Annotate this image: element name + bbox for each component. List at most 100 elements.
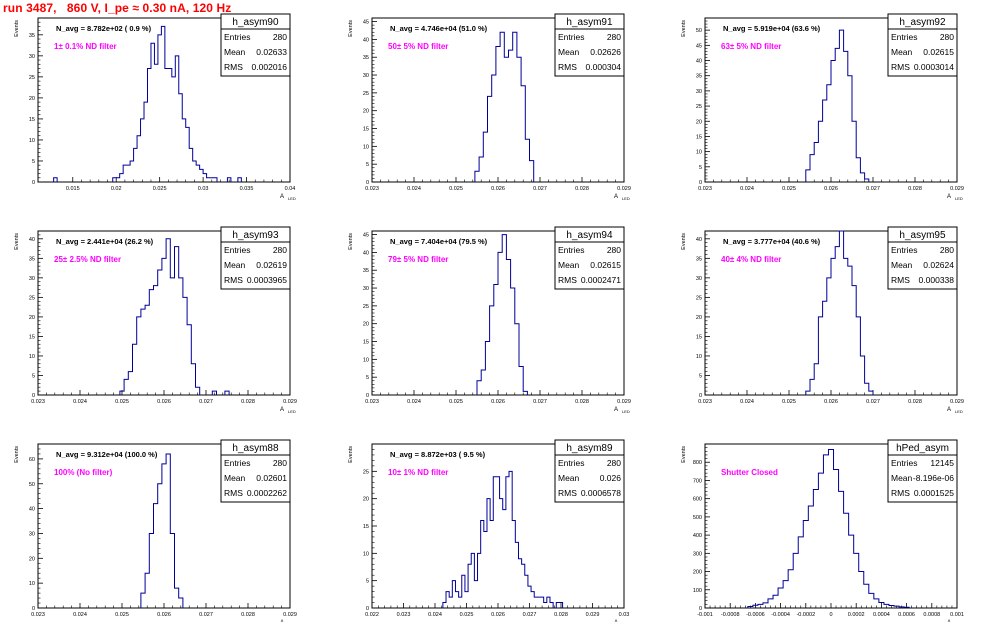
panel-h_asym88-y-tick-label: 20 bbox=[29, 556, 35, 562]
panel-h_asym90-x-tick-label: 0.02 bbox=[111, 186, 122, 192]
panel-h_asym92-y-tick-label: 0 bbox=[699, 180, 702, 186]
panel-h_asym91-y-tick-label: 5 bbox=[366, 162, 369, 168]
panel-h_asym88-stats-mean-label: Mean bbox=[224, 473, 246, 483]
panel-h_asym90-stats-mean-label: Mean bbox=[224, 47, 246, 57]
panel-h_asym90-y-tick-label: 5 bbox=[32, 159, 35, 165]
panel-hPed_asym-x-tick-label: 0.0008 bbox=[923, 612, 940, 618]
panel-h_asym90-y-tick-label: 15 bbox=[29, 117, 35, 123]
panel-h_asym90-x-axis-label-sub: LED bbox=[288, 196, 296, 201]
panel-hPed_asym-y-tick-label: 600 bbox=[693, 497, 702, 503]
panel-hPed_asym-x-tick-label: -0.0008 bbox=[721, 612, 740, 618]
panel-h_asym93-stats-entries-label: Entries bbox=[224, 245, 250, 255]
panel-hPed_asym-stats-title: hPed_asym bbox=[896, 443, 949, 454]
panel-h_asym95-x-tick-label: 0.024 bbox=[740, 399, 754, 405]
panel-h_asym95-annotation: 40± 4% ND filter bbox=[721, 255, 781, 264]
panel-h_asym91-x-tick-label: 0.023 bbox=[365, 186, 379, 192]
panel-h_asym93-y-tick-label: 40 bbox=[29, 237, 35, 243]
panel-h_asym91-x-axis-label-sub: LED bbox=[622, 196, 630, 201]
panel-h_asym90-annotation: 1± 0.1% ND filter bbox=[54, 42, 117, 51]
panel-h_asym94-stats-entries-label: Entries bbox=[558, 245, 584, 255]
panel-h_asym94-y-tick-label: 10 bbox=[363, 357, 369, 363]
panel-h_asym88-x-tick-label: 0.026 bbox=[157, 612, 171, 618]
panel-h_asym89-x-tick-label: 0.029 bbox=[586, 612, 600, 618]
panel-h_asym94-navg-label: N_avg = 7.404e+04 (79.5 %) bbox=[390, 237, 488, 246]
panel-h_asym90-histogram-line bbox=[53, 25, 242, 182]
panel-h_asym88-histogram-line bbox=[140, 453, 184, 608]
panel-hPed_asym-x-tick-label: 0.0006 bbox=[898, 612, 915, 618]
panel-h_asym89-stats-box bbox=[554, 439, 625, 503]
panel-h_asym91-y-tick-label: 20 bbox=[363, 109, 369, 115]
panel-h_asym90-navg-label: N_avg = 8.782e+02 ( 0.9 %) bbox=[56, 24, 152, 33]
panel-h_asym92-y-tick-label: 30 bbox=[696, 89, 702, 95]
panel-h_asym95-y-tick-label: 35 bbox=[696, 256, 702, 262]
panel-hPed_asym-x-tick-label: -0.0002 bbox=[796, 612, 815, 618]
panel-hPed_asym-x-tick-label: -0.001 bbox=[697, 612, 713, 618]
panel-h_asym93-histogram-line bbox=[119, 238, 230, 395]
panel-h_asym93-stats-entries-value: 280 bbox=[273, 245, 287, 255]
panel-h_asym94-y-tick-label: 40 bbox=[363, 250, 369, 256]
panel-h_asym92-x-axis-label: A bbox=[947, 194, 951, 200]
panel-h_asym94-histogram-line bbox=[476, 234, 528, 395]
panel-h_asym90-stats-rms-value: 0.002016 bbox=[252, 62, 288, 72]
panel-h_asym95-x-tick-label: 0.029 bbox=[950, 399, 964, 405]
panel-h_asym93-stats-title: h_asym93 bbox=[232, 230, 279, 241]
panel-h_asym91-stats-rms-value: 0.000304 bbox=[586, 62, 622, 72]
panel-h_asym92-stats-entries-label: Entries bbox=[891, 32, 917, 42]
panel-h_asym95-stats-mean-label: Mean bbox=[891, 260, 913, 270]
panel-h_asym90-x-tick-label: 0.015 bbox=[66, 186, 80, 192]
panel-h_asym95-y-tick-label: 30 bbox=[696, 276, 702, 282]
panel-h_asym89-x-tick-label: 0.022 bbox=[365, 612, 379, 618]
panel-hPed_asym-x-tick-label: 0 bbox=[829, 612, 832, 618]
panel-h_asym95-x-tick-label: 0.027 bbox=[866, 399, 880, 405]
panel-h_asym93-stats-rms-value: 0.0003965 bbox=[247, 275, 287, 285]
panel-h_asym88-stats-box bbox=[220, 439, 291, 503]
panel-h_asym92-stats-box bbox=[887, 13, 958, 77]
panel-h_asym89-y-tick-label: 5 bbox=[366, 579, 369, 585]
panel-h_asym95-y-tick-label: 10 bbox=[696, 354, 702, 360]
panel-h_asym88-x-tick-label: 0.024 bbox=[73, 612, 87, 618]
panel-h_asym90-x-tick-label: 0.04 bbox=[285, 186, 296, 192]
panel-hPed_asym-y-tick-label: 700 bbox=[693, 478, 702, 484]
panel-h_asym93-x-tick-label: 0.027 bbox=[199, 399, 213, 405]
panel-h_asym92-x-tick-label: 0.026 bbox=[824, 186, 838, 192]
panel-h_asym92-y-tick-label: 5 bbox=[699, 165, 702, 171]
panel-h_asym94-x-tick-label: 0.026 bbox=[491, 399, 505, 405]
panel-h_asym88-stats-entries-value: 280 bbox=[273, 458, 287, 468]
panel-h_asym94-y-tick-label: 5 bbox=[366, 375, 369, 381]
panel-h_asym89-x-tick-label: 0.024 bbox=[428, 612, 442, 618]
panel-h_asym89-stats-entries-value: 280 bbox=[607, 458, 621, 468]
panel-h_asym88-x-axis-label: A bbox=[280, 620, 284, 622]
panel-h_asym95-stats-rms-value: 0.000338 bbox=[919, 275, 955, 285]
panel-h_asym88-y-tick-label: 40 bbox=[29, 507, 35, 513]
panel-h_asym89-stats-mean-value: 0.026 bbox=[600, 473, 622, 483]
panel-h_asym94-x-axis-label: A bbox=[614, 407, 618, 413]
panel-hPed_asym-stats-mean-value: -8.196e-06 bbox=[913, 473, 954, 483]
panel-h_asym88-y-tick-label: 30 bbox=[29, 531, 35, 537]
panel-h_asym90-x-axis-label: A bbox=[280, 194, 284, 200]
panel-h_asym93-y-tick-label: 5 bbox=[32, 373, 35, 379]
panel-h_asym91-y-tick-label: 40 bbox=[363, 37, 369, 43]
panel-h_asym90-frame bbox=[37, 17, 291, 183]
panel-h_asym92-x-tick-label: 0.025 bbox=[782, 186, 796, 192]
panel-h_asym91-stats-rms-label: RMS bbox=[558, 62, 577, 72]
panel-h_asym92-x-axis-label-sub: LED bbox=[955, 196, 963, 201]
panel-h_asym89-annotation: 10± 1% ND filter bbox=[388, 468, 448, 477]
panel-h_asym94-x-tick-label: 0.023 bbox=[365, 399, 379, 405]
panel-h_asym95-x-axis-label: A bbox=[947, 407, 951, 413]
panel-h_asym92-y-tick-label: 15 bbox=[696, 134, 702, 140]
panel-h_asym94-y-tick-label: 45 bbox=[363, 233, 369, 239]
panel-hPed_asym-histogram-line bbox=[747, 448, 910, 608]
panel-h_asym92-stats-rms-label: RMS bbox=[891, 62, 910, 72]
panel-h_asym90-x-tick-label: 0.035 bbox=[240, 186, 254, 192]
panel-hPed_asym-x-tick-label: 0.0002 bbox=[848, 612, 865, 618]
panel-hPed_asym-x-tick-label: 0.0004 bbox=[873, 612, 890, 618]
panel-h_asym95-y-axis-label: Events bbox=[681, 233, 687, 250]
run-title: run 3487, 860 V, I_pe ≈ 0.30 nA, 120 Hz bbox=[3, 1, 232, 15]
panel-h_asym95-stats-rms-label: RMS bbox=[891, 275, 910, 285]
panel-h_asym94-stats-rms-value: 0.0002471 bbox=[581, 275, 621, 285]
panel-h_asym89-x-axis-label: A bbox=[614, 620, 618, 622]
panel-h_asym89-y-tick-label: 0 bbox=[366, 606, 369, 612]
panel-h_asym94-x-tick-label: 0.028 bbox=[575, 399, 589, 405]
panel-h_asym94-x-tick-label: 0.025 bbox=[449, 399, 463, 405]
